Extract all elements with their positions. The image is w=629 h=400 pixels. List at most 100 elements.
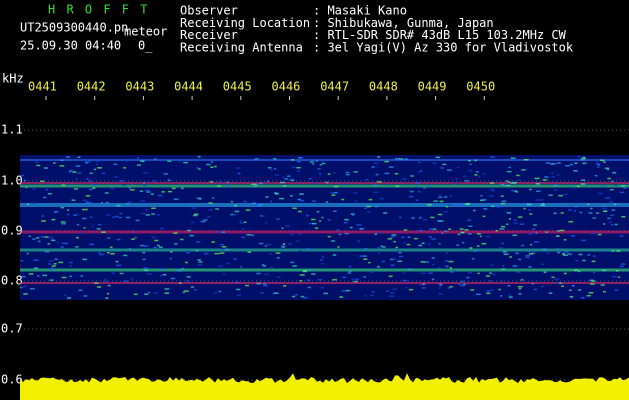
time-label: 0442 [77,80,106,94]
noise [218,290,222,293]
noise [529,213,533,215]
noise [476,245,480,247]
noise [99,253,104,256]
noise [391,234,397,236]
time-label: 0444 [174,80,203,94]
noise [118,216,123,219]
noise [310,161,314,163]
noise [125,160,129,162]
noise [500,295,503,297]
noise [600,159,605,162]
noise [364,295,367,297]
noise [586,294,591,297]
noise [479,235,482,238]
noise [291,159,295,161]
noise [533,241,539,243]
noise [344,218,349,221]
noise [396,249,399,251]
noise [264,273,269,276]
noise [54,211,59,213]
noise [615,205,618,208]
noise [541,202,545,205]
noise [151,207,156,210]
noise [345,171,350,174]
noise [610,224,614,226]
noise [350,213,355,215]
noise [437,213,443,216]
noise [75,177,79,180]
noise [265,221,268,224]
noise [620,263,626,265]
noise [490,156,495,158]
noise [90,216,93,218]
noise [415,199,419,201]
noise [100,231,106,233]
field-label: Observer [180,4,238,18]
time-label: 0448 [369,80,398,94]
noise [200,220,206,223]
noise [512,234,518,237]
noise [563,193,568,196]
noise [75,236,79,239]
noise [480,195,483,197]
noise [210,166,214,168]
noise [217,231,222,233]
noise [311,273,316,275]
noise [439,284,443,286]
noise [534,177,540,180]
noise [397,260,403,263]
noise [531,228,536,230]
noise [613,276,618,278]
noise [37,240,41,243]
noise [133,293,138,296]
noise [123,167,126,169]
noise [580,296,585,299]
noise [419,283,424,286]
noise [116,238,121,241]
noise [533,224,537,226]
noise [151,236,156,239]
noise [489,289,494,291]
noise [548,194,553,196]
noise [157,244,160,247]
noise [359,227,364,230]
noise [372,184,378,187]
noise [93,168,97,171]
file-name: UT2509300440.pn [20,21,128,35]
noise [287,175,291,177]
noise [458,283,461,286]
noise [37,275,40,277]
noise [48,236,53,239]
noise [349,265,352,268]
noise [526,203,532,206]
noise [221,246,227,248]
noise [337,246,340,248]
signal-band [20,184,629,188]
noise [236,294,242,296]
noise [518,287,522,290]
noise [82,208,85,211]
noise [311,222,317,225]
noise [519,223,525,225]
noise [322,256,325,258]
signal-band [20,182,629,184]
noise [239,266,243,268]
noise [589,279,595,282]
noise [290,233,294,236]
noise [544,176,549,178]
noise [390,258,394,261]
noise [563,272,567,275]
noise [613,203,617,206]
noise [71,169,75,172]
noise [302,270,307,272]
noise [582,259,586,262]
noise [418,244,423,247]
noise [600,250,606,253]
noise [491,190,495,192]
noise [110,187,115,190]
noise [402,178,407,180]
noise [131,278,134,280]
noise [611,209,616,211]
noise [578,253,583,256]
